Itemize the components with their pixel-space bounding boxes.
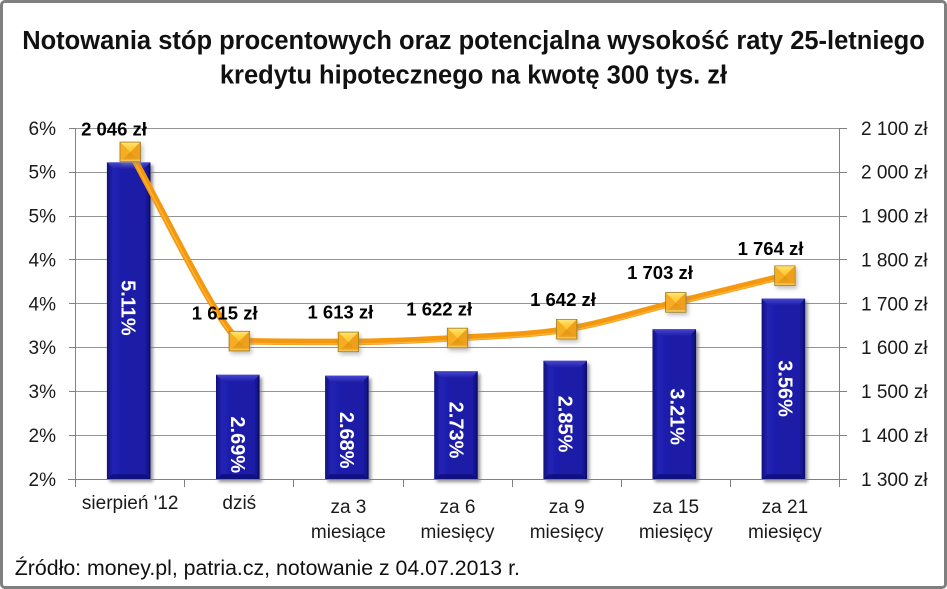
svg-text:dziś: dziś (222, 493, 256, 514)
svg-text:1 764 zł: 1 764 zł (738, 238, 804, 259)
svg-text:za 21: za 21 (762, 497, 808, 518)
svg-text:3.56%: 3.56% (773, 360, 795, 417)
svg-text:1 300 zł: 1 300 zł (861, 470, 928, 491)
svg-text:1 615 zł: 1 615 zł (192, 303, 258, 324)
svg-text:Źródło: money.pl, patria.cz, n: Źródło: money.pl, patria.cz, notowanie z… (15, 555, 520, 580)
svg-text:miesięcy: miesięcy (530, 522, 604, 543)
svg-text:sierpień '12: sierpień '12 (82, 493, 179, 514)
svg-text:za 6: za 6 (440, 497, 476, 518)
svg-text:1 500 zł: 1 500 zł (861, 382, 928, 403)
svg-text:miesiące: miesiące (311, 522, 386, 543)
svg-text:2 100 zł: 2 100 zł (861, 119, 928, 140)
svg-text:3.21%: 3.21% (666, 388, 688, 445)
svg-text:3%: 3% (29, 338, 57, 359)
svg-text:2.85%: 2.85% (554, 396, 576, 453)
svg-text:5%: 5% (29, 163, 57, 184)
svg-text:1 600 zł: 1 600 zł (861, 338, 928, 359)
svg-text:5.11%: 5.11% (117, 280, 139, 336)
svg-text:1 900 zł: 1 900 zł (861, 207, 928, 228)
svg-text:1 400 zł: 1 400 zł (861, 426, 928, 447)
svg-text:4%: 4% (29, 294, 57, 315)
svg-text:za 3: za 3 (330, 497, 366, 518)
svg-text:1 800 zł: 1 800 zł (861, 251, 928, 272)
svg-text:2%: 2% (29, 426, 57, 447)
svg-text:2%: 2% (29, 470, 57, 491)
svg-text:1 613 zł: 1 613 zł (307, 301, 373, 322)
svg-text:2.73%: 2.73% (445, 402, 467, 459)
svg-text:Notowania stóp procentowych or: Notowania stóp procentowych oraz potencj… (22, 27, 925, 55)
svg-text:1 622 zł: 1 622 zł (406, 299, 472, 320)
svg-text:1 642 zł: 1 642 zł (530, 289, 596, 310)
svg-text:4%: 4% (29, 251, 57, 272)
svg-text:miesięcy: miesięcy (639, 522, 713, 543)
svg-text:2 046 zł: 2 046 zł (81, 118, 147, 139)
svg-text:3%: 3% (29, 382, 57, 403)
svg-text:miesięcy: miesięcy (421, 522, 495, 543)
svg-text:za 15: za 15 (653, 497, 699, 518)
svg-text:5%: 5% (29, 207, 57, 228)
svg-text:kredytu hipotecznego na kwotę: kredytu hipotecznego na kwotę 300 tys. z… (220, 61, 727, 89)
svg-text:1 703 zł: 1 703 zł (627, 262, 693, 283)
svg-text:2 000 zł: 2 000 zł (861, 163, 928, 184)
svg-text:2.69%: 2.69% (226, 416, 248, 473)
svg-text:6%: 6% (29, 119, 57, 140)
svg-text:2.68%: 2.68% (335, 412, 357, 469)
svg-text:1 700 zł: 1 700 zł (861, 294, 928, 315)
svg-text:miesięcy: miesięcy (748, 522, 822, 543)
svg-text:za 9: za 9 (549, 497, 585, 518)
